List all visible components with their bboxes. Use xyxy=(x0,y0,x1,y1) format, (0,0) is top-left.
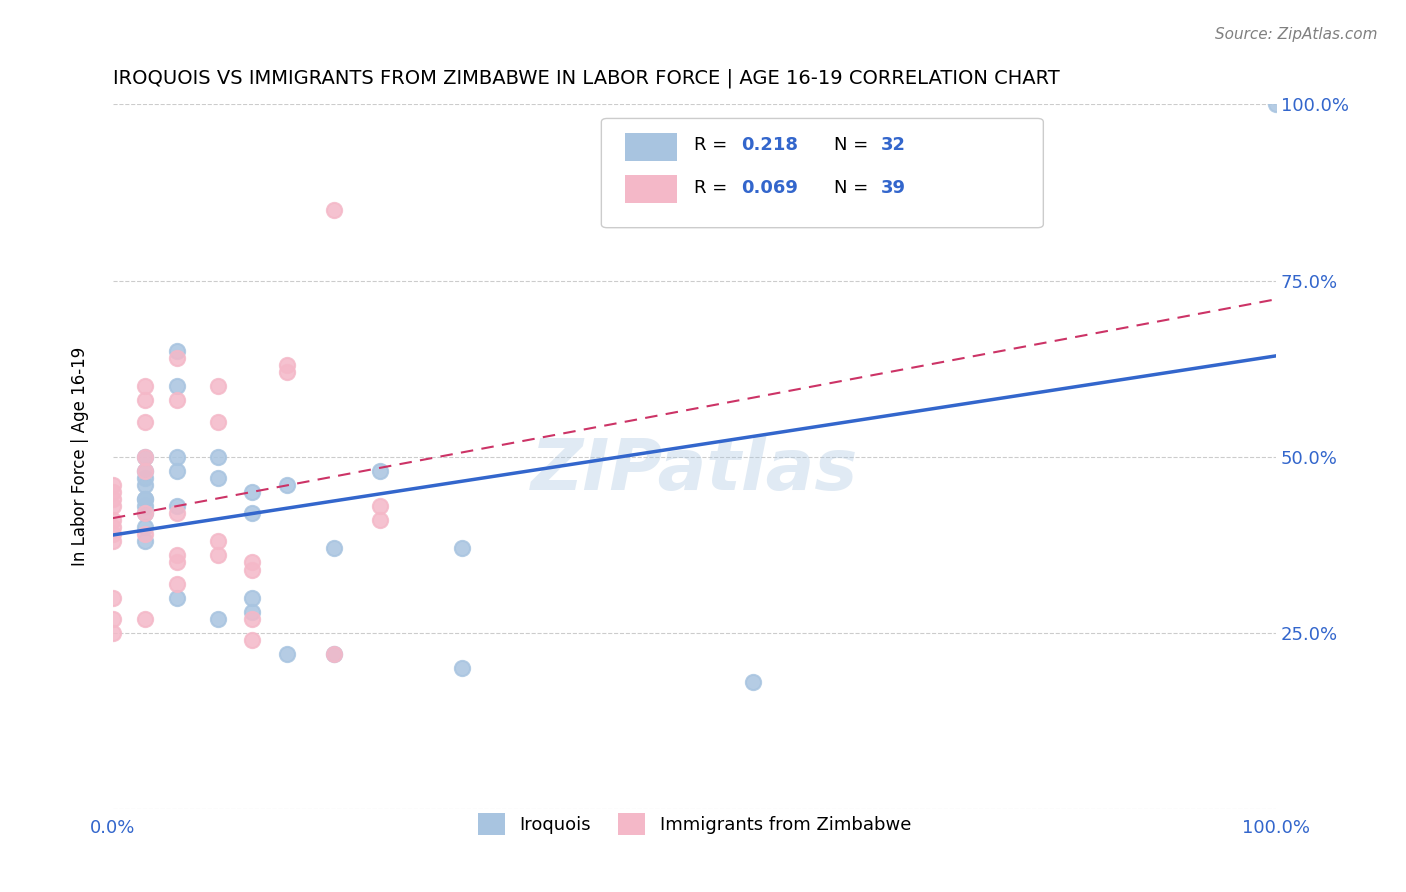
Point xyxy=(166,393,188,408)
Point xyxy=(741,675,763,690)
Text: N =: N = xyxy=(834,178,875,196)
Point xyxy=(101,520,124,534)
Text: 32: 32 xyxy=(880,136,905,154)
Point xyxy=(207,379,229,393)
Point xyxy=(207,534,229,549)
Point xyxy=(276,478,298,492)
Text: N =: N = xyxy=(834,136,875,154)
Text: Source: ZipAtlas.com: Source: ZipAtlas.com xyxy=(1215,27,1378,42)
Point xyxy=(450,541,472,556)
Text: R =: R = xyxy=(695,178,734,196)
Point xyxy=(450,661,472,675)
Point xyxy=(207,415,229,429)
Text: R =: R = xyxy=(695,136,734,154)
Text: 39: 39 xyxy=(880,178,905,196)
Point xyxy=(134,491,156,506)
Point xyxy=(134,450,156,464)
Point xyxy=(370,464,392,478)
Text: IROQUOIS VS IMMIGRANTS FROM ZIMBABWE IN LABOR FORCE | AGE 16-19 CORRELATION CHAR: IROQUOIS VS IMMIGRANTS FROM ZIMBABWE IN … xyxy=(112,69,1060,88)
Point xyxy=(134,534,156,549)
Point xyxy=(322,203,344,218)
FancyBboxPatch shape xyxy=(624,175,676,203)
Point xyxy=(101,513,124,527)
Point xyxy=(242,485,264,500)
Point xyxy=(322,647,344,661)
Point xyxy=(134,499,156,513)
Point xyxy=(166,506,188,520)
Point xyxy=(166,556,188,570)
Point xyxy=(134,527,156,541)
Point xyxy=(166,549,188,563)
Point xyxy=(207,450,229,464)
FancyBboxPatch shape xyxy=(624,133,676,161)
Point xyxy=(134,471,156,485)
Point xyxy=(242,612,264,626)
Point xyxy=(134,491,156,506)
Point xyxy=(207,471,229,485)
Y-axis label: In Labor Force | Age 16-19: In Labor Force | Age 16-19 xyxy=(72,347,89,566)
Point xyxy=(166,591,188,605)
Point xyxy=(166,351,188,365)
Point xyxy=(134,520,156,534)
Point xyxy=(101,534,124,549)
Point xyxy=(370,513,392,527)
Point xyxy=(166,464,188,478)
Point xyxy=(134,379,156,393)
Point xyxy=(101,491,124,506)
Point xyxy=(242,591,264,605)
Point xyxy=(242,506,264,520)
Text: 0.218: 0.218 xyxy=(741,136,799,154)
Legend: Iroquois, Immigrants from Zimbabwe: Iroquois, Immigrants from Zimbabwe xyxy=(471,806,918,842)
Point xyxy=(242,562,264,576)
Point xyxy=(207,549,229,563)
Point xyxy=(166,576,188,591)
Point xyxy=(134,506,156,520)
Point xyxy=(207,612,229,626)
Point xyxy=(101,591,124,605)
Point xyxy=(322,541,344,556)
Point xyxy=(101,612,124,626)
Point xyxy=(134,450,156,464)
Point xyxy=(134,464,156,478)
Point xyxy=(134,506,156,520)
Point xyxy=(101,626,124,640)
Point xyxy=(370,499,392,513)
Point xyxy=(242,605,264,619)
Point xyxy=(101,485,124,500)
Point xyxy=(1265,97,1288,112)
Point xyxy=(166,499,188,513)
FancyBboxPatch shape xyxy=(602,119,1043,227)
Point xyxy=(134,415,156,429)
Point xyxy=(166,450,188,464)
Point xyxy=(276,647,298,661)
Point xyxy=(322,647,344,661)
Point xyxy=(134,612,156,626)
Point xyxy=(101,499,124,513)
Point xyxy=(166,379,188,393)
Text: 0.069: 0.069 xyxy=(741,178,797,196)
Point xyxy=(166,344,188,359)
Point xyxy=(134,393,156,408)
Point xyxy=(276,358,298,372)
Point xyxy=(134,464,156,478)
Point xyxy=(101,527,124,541)
Text: ZIPatlas: ZIPatlas xyxy=(530,436,858,506)
Point xyxy=(242,632,264,647)
Point xyxy=(276,365,298,379)
Point xyxy=(101,478,124,492)
Point xyxy=(242,556,264,570)
Point xyxy=(134,478,156,492)
